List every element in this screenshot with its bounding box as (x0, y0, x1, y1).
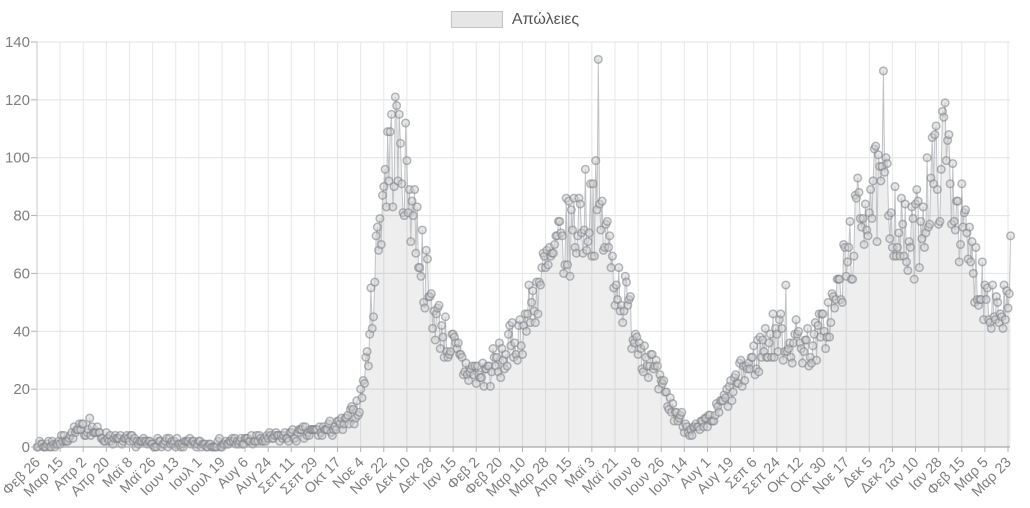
data-points (32, 54, 1016, 452)
y-axis-labels: 0 20 40 60 80 100 120 140 (5, 34, 30, 456)
legend-item-losses[interactable]: Απώλειες (450, 10, 580, 28)
svg-text:140: 140 (5, 34, 30, 51)
svg-text:80: 80 (13, 208, 30, 225)
svg-text:120: 120 (5, 92, 30, 109)
svg-text:100: 100 (5, 150, 30, 167)
svg-text:40: 40 (13, 323, 30, 340)
area-fill (37, 59, 1011, 448)
svg-text:0: 0 (22, 439, 30, 456)
svg-text:20: 20 (13, 381, 30, 398)
legend-label: Απώλειες (511, 10, 580, 28)
legend: Απώλειες (450, 10, 580, 28)
svg-text:60: 60 (13, 265, 30, 282)
tick-marks (31, 41, 1009, 452)
legend-swatch (450, 11, 503, 28)
